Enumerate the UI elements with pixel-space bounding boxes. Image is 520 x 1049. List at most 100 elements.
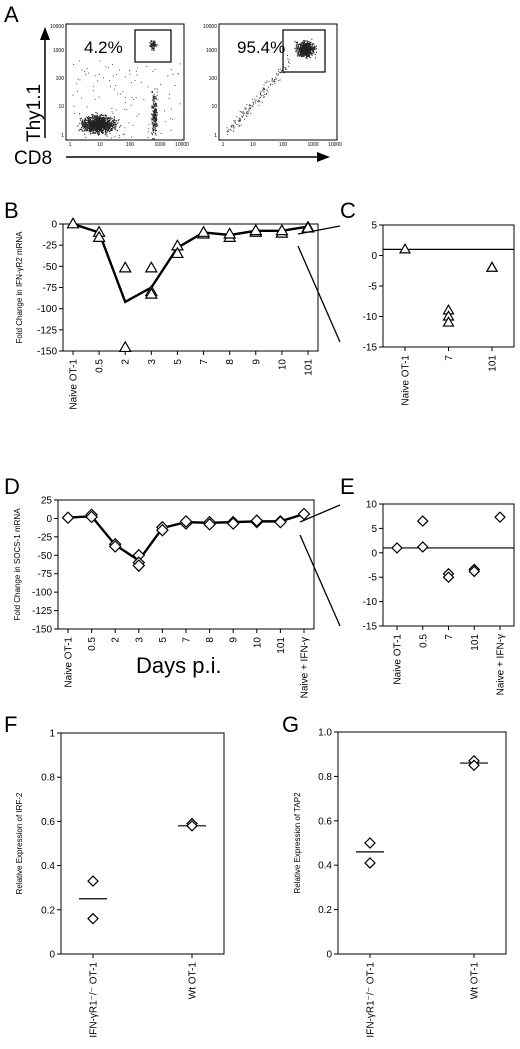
cd8-axis-label: CD8 — [14, 148, 52, 169]
x-tick-label: IFN-γR1⁻/⁻ OT-1 — [89, 962, 100, 1038]
flow-dot — [95, 125, 97, 128]
chart-d: 25 0 -25 -50 -75 -100 -125 -150 Naive OT-1 0.5 2 3 5… — [13, 496, 315, 698]
flow-dot — [115, 120, 117, 122]
flow-dot — [298, 51, 300, 53]
y-tick-label: 0.4 — [318, 861, 332, 872]
flow-dot — [260, 93, 262, 95]
flow-dot — [311, 52, 313, 54]
flow-dot — [151, 122, 153, 124]
flow-dot — [308, 55, 310, 57]
flow-dot — [153, 119, 155, 121]
flow-dot — [104, 119, 106, 121]
flow-dot — [107, 118, 109, 120]
flow-dot — [282, 72, 284, 74]
x-tick-label: 3 — [134, 637, 145, 643]
flow-dot — [300, 43, 302, 45]
flow-dot — [96, 122, 98, 124]
flow-dot — [308, 55, 310, 57]
flow-dot — [153, 49, 155, 51]
flow-dot — [300, 49, 302, 51]
flow-x-tick-label: 100 — [279, 142, 288, 148]
flow-dot — [297, 45, 299, 47]
flow-dot — [302, 42, 304, 44]
flow-dot — [155, 111, 157, 113]
flow-dot — [97, 126, 99, 128]
flow-dot — [304, 53, 307, 55]
flow-dot — [154, 110, 156, 112]
flow-dot — [152, 107, 154, 109]
flow-dot — [106, 135, 108, 137]
days-pi-label: Days p.i. — [136, 653, 222, 678]
flow-dot — [89, 126, 91, 128]
flow-dot — [109, 128, 111, 130]
flow-dot — [234, 120, 236, 122]
flow-dot — [124, 96, 126, 98]
flow-dot — [152, 110, 154, 112]
flow-dot — [246, 115, 248, 117]
flow-dot — [95, 121, 97, 123]
flow-dot — [129, 73, 131, 75]
flow-dot — [155, 130, 157, 132]
flow-dot — [274, 79, 276, 81]
flow-dot — [288, 61, 290, 63]
plot-frame — [382, 503, 515, 627]
flow-dot — [151, 118, 153, 120]
flow-dot — [154, 88, 156, 90]
flow-dot — [306, 40, 308, 42]
flow-dot — [257, 100, 259, 102]
flow-dot — [307, 55, 309, 57]
flow-dot — [301, 51, 303, 53]
flow-dot — [149, 44, 151, 47]
flow-dot — [301, 55, 303, 57]
flow-dot — [92, 132, 94, 134]
flow-dot — [89, 131, 92, 133]
flow-dot — [86, 129, 88, 131]
flow-dot — [116, 130, 118, 132]
flow-dot — [251, 106, 253, 108]
flow-dot — [119, 125, 122, 127]
data-point-diamond — [61, 511, 75, 525]
flow-dot — [103, 77, 105, 79]
flow-dot — [306, 55, 308, 57]
data-point-triangle — [485, 261, 499, 272]
flow-dot — [111, 129, 113, 131]
flow-dot — [271, 80, 273, 82]
flow-dot — [301, 45, 303, 47]
flow-dot — [154, 96, 156, 98]
flow-dot — [277, 75, 279, 77]
flow-dot — [305, 44, 307, 46]
flow-dot — [153, 123, 155, 125]
flow-dot — [303, 44, 305, 46]
flow-dot — [311, 51, 313, 53]
flow-dot — [271, 78, 273, 80]
flow-dot — [248, 108, 250, 110]
flow-dot — [258, 99, 259, 101]
flow-dot — [105, 126, 107, 128]
flow-dot — [152, 118, 154, 120]
y-tick-label: -25 — [38, 532, 53, 543]
flow-dot — [104, 134, 106, 136]
flow-dot — [96, 130, 98, 132]
flow-dot — [124, 76, 126, 78]
flow-dot — [263, 91, 265, 93]
flow-y-tick-label: 1 — [61, 133, 64, 139]
flow-dot — [297, 55, 299, 57]
flow-dot — [154, 128, 156, 130]
flow-dot — [278, 80, 280, 81]
flow-dot — [303, 43, 305, 45]
flow-dot — [135, 70, 137, 72]
flow-dot — [115, 123, 117, 125]
flow-dot — [250, 107, 251, 109]
data-point-diamond — [250, 514, 264, 527]
flow-dot — [169, 93, 171, 95]
flow-dot — [297, 46, 299, 48]
flow-dot — [101, 129, 103, 131]
flow-dot — [87, 126, 89, 128]
flow-dot — [243, 113, 245, 115]
y-tick-label: -15 — [363, 343, 378, 354]
flow-dot — [301, 46, 303, 49]
flow-dot — [154, 116, 156, 118]
flow-dot — [263, 84, 265, 86]
flow-dot — [156, 123, 158, 125]
flow-dot — [107, 66, 109, 68]
